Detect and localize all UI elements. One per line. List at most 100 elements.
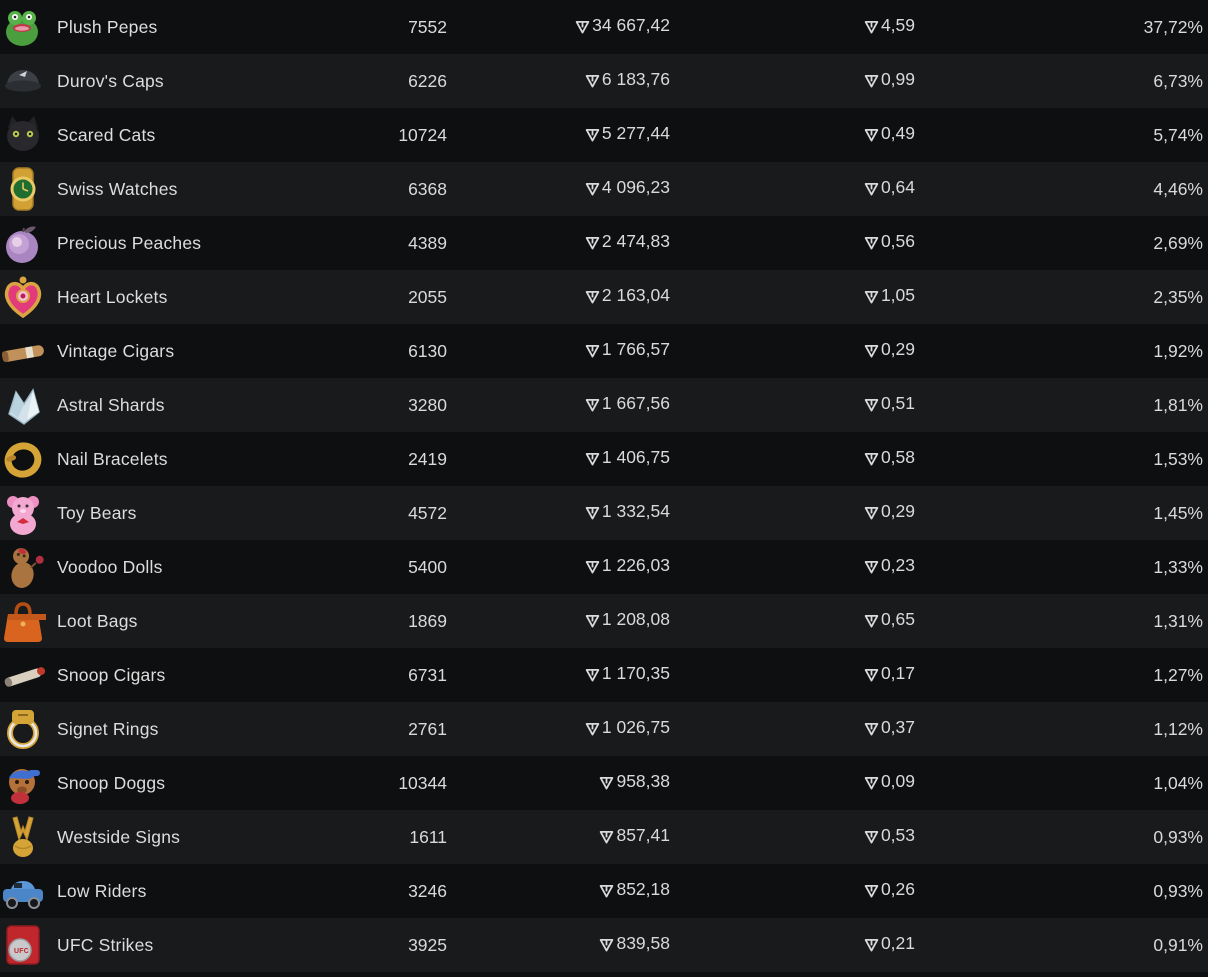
collection-price-value: 0,56 [880,231,915,252]
collection-name-cell: UFC UFC Strikes [0,925,290,965]
collection-name-cell: Loot Bags [0,602,290,642]
collection-volume: 6 183,76 [447,69,670,93]
table-row[interactable]: Signet Rings 2761 1 026,75 0,37 1,12% [0,702,1208,756]
collection-count: 3280 [408,394,447,415]
table-row[interactable]: Precious Peaches 4389 2 474,83 0,56 2,69… [0,216,1208,270]
collection-price-value: 0,99 [880,69,915,90]
collection-percent: 0,93% [1153,880,1203,901]
collection-percent: 5,74% [1153,124,1203,145]
collection-count: 10344 [398,772,447,793]
ton-icon [864,236,879,250]
collection-percent: 2,69% [1153,232,1203,253]
collection-price: 0,64 [670,177,915,201]
collection-percent: 0,91% [1153,934,1203,955]
table-row[interactable]: UFC UFC Strikes 3925 839,58 0,21 0,91 [0,918,1208,972]
collection-count: 1611 [409,826,447,847]
collection-volume: 857,41 [447,825,670,849]
collection-price: 0,17 [670,663,915,687]
collection-name: Snoop Cigars [57,664,166,685]
table-row[interactable]: Astral Shards 3280 1 667,56 0,51 1,81% [0,378,1208,432]
westside-sign-icon [0,814,46,860]
astral-shard-icon [0,382,46,428]
voodoo-doll-icon [0,544,46,590]
table-row[interactable]: Snoop Cigars 6731 1 170,35 0,17 1,27% [0,648,1208,702]
table-row[interactable]: Swiss Watches 6368 4 096,23 0,64 4,46% [0,162,1208,216]
collection-volume: 2 474,83 [447,231,670,255]
table-row[interactable]: Voodoo Dolls 5400 1 226,03 0,23 1,33% [0,540,1208,594]
collection-price: 0,99 [670,69,915,93]
collection-volume: 852,18 [447,879,670,903]
collection-price: 0,29 [670,339,915,363]
collection-count: 2761 [408,718,447,739]
ton-icon [864,398,879,412]
ton-icon [864,614,879,628]
collection-volume-value: 852,18 [616,879,670,900]
collection-percent: 1,81% [1153,394,1203,415]
collection-percent: 6,73% [1153,70,1203,91]
collection-percent: 0,93% [1153,826,1203,847]
ton-icon [864,668,879,682]
collection-price-value: 0,58 [880,447,915,468]
collection-price: 0,21 [670,933,915,957]
collection-volume-value: 1 406,75 [601,447,670,468]
ton-icon [585,182,600,196]
collection-volume-value: 2 163,04 [601,285,670,306]
collection-count: 4389 [408,232,447,253]
collection-price: 1,05 [670,285,915,309]
collection-volume-value: 1 667,56 [601,393,670,414]
collection-name-cell: Low Riders [0,881,290,909]
table-row[interactable]: Heart Lockets 2055 2 163,04 1,05 2,35% [0,270,1208,324]
collection-volume-value: 958,38 [616,771,670,792]
collection-name-cell: Vintage Cigars [0,341,290,363]
table-row[interactable]: Durov's Caps 6226 6 183,76 0,99 6,73% [0,54,1208,108]
collection-volume-value: 839,58 [616,933,670,954]
nail-bracelet-icon [0,436,46,482]
table-row[interactable]: Toy Bears 4572 1 332,54 0,29 1,45% [0,486,1208,540]
ton-icon [864,776,879,790]
collection-price: 0,26 [670,879,915,903]
collection-name: Toy Bears [57,502,137,523]
collection-volume-value: 1 026,75 [601,717,670,738]
collection-count: 6130 [408,340,447,361]
ton-icon [864,344,879,358]
signet-ring-icon [0,706,46,752]
collection-volume-value: 34 667,42 [592,15,670,36]
collection-price: 0,53 [670,825,915,849]
collection-name: Voodoo Dolls [57,556,163,577]
collection-name: Nail Bracelets [57,448,168,469]
collection-percent: 1,31% [1153,610,1203,631]
ton-icon [585,236,600,250]
table-row[interactable]: Westside Signs 1611 857,41 0,53 0,93% [0,810,1208,864]
precious-peach-icon [0,220,46,266]
table-row[interactable]: Nail Bracelets 2419 1 406,75 0,58 1,53% [0,432,1208,486]
collection-price-value: 1,05 [880,285,915,306]
collection-name: Signet Rings [57,718,159,739]
collection-name: Heart Lockets [57,286,168,307]
collection-price-value: 0,53 [880,825,915,846]
collection-name: Snoop Doggs [57,772,166,793]
table-row[interactable]: Snoop Doggs 10344 958,38 0,09 1,04% [0,756,1208,810]
collection-volume: 1 170,35 [447,663,670,687]
table-row[interactable]: Scared Cats 10724 5 277,44 0,49 5,74% [0,108,1208,162]
collection-name-cell: Westside Signs [0,816,290,857]
ton-icon [864,560,879,574]
ton-icon [585,560,600,574]
collection-percent: 1,04% [1153,772,1203,793]
collection-count: 7552 [408,16,447,37]
ton-icon [585,290,600,304]
collection-volume: 34 667,42 [447,15,670,39]
collection-count: 6368 [408,178,447,199]
table-row[interactable]: Loot Bags 1869 1 208,08 0,65 1,31% [0,594,1208,648]
ton-icon [585,74,600,88]
table-row[interactable]: Vintage Cigars 6130 1 766,57 0,29 1,92% [0,324,1208,378]
collection-volume-value: 1 766,57 [601,339,670,360]
table-row[interactable]: Plush Pepes 7552 34 667,42 4,59 37,72% [0,0,1208,54]
table-row[interactable]: Low Riders 3246 852,18 0,26 0,93% [0,864,1208,918]
ton-icon [864,20,879,34]
ton-icon [864,830,879,844]
collection-name-cell: Durov's Caps [0,70,290,92]
collection-price-value: 0,23 [880,555,915,576]
collection-name-cell: Toy Bears [0,496,290,535]
collection-price: 0,65 [670,609,915,633]
